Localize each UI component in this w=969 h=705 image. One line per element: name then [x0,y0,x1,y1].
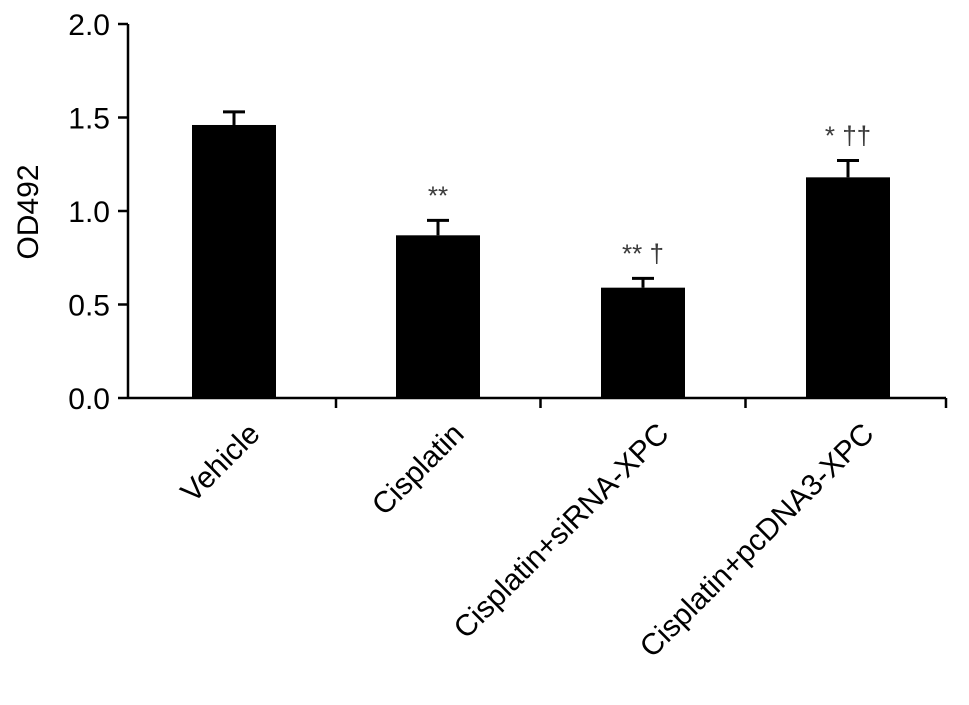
plot-area: 0.0 0.5 1.0 1.5 2.0 Vehicle ** Cisplatin ** † Cis… [68,9,948,664]
category-label: Vehicle [175,417,267,509]
bar [396,235,480,398]
y-tick-label: 1.5 [68,103,110,136]
category-label: Cisplatin [366,417,471,522]
bar [192,124,276,398]
bar [806,177,890,398]
y-tick-label: 0.0 [68,383,110,416]
significance-label: ** [428,180,448,210]
significance-label: * †† [825,121,871,151]
y-tick-label: 1.0 [68,196,110,229]
y-axis-label: OD492 [12,164,45,259]
y-tick-label: 0.5 [68,290,110,323]
y-tick-label: 2.0 [68,9,110,42]
category-label: Cisplatin+siRNA-XPC [448,417,676,645]
category-label: Cisplatin+pcDNA3-XPC [634,417,881,664]
bar [601,287,685,398]
significance-label: ** † [622,238,664,268]
